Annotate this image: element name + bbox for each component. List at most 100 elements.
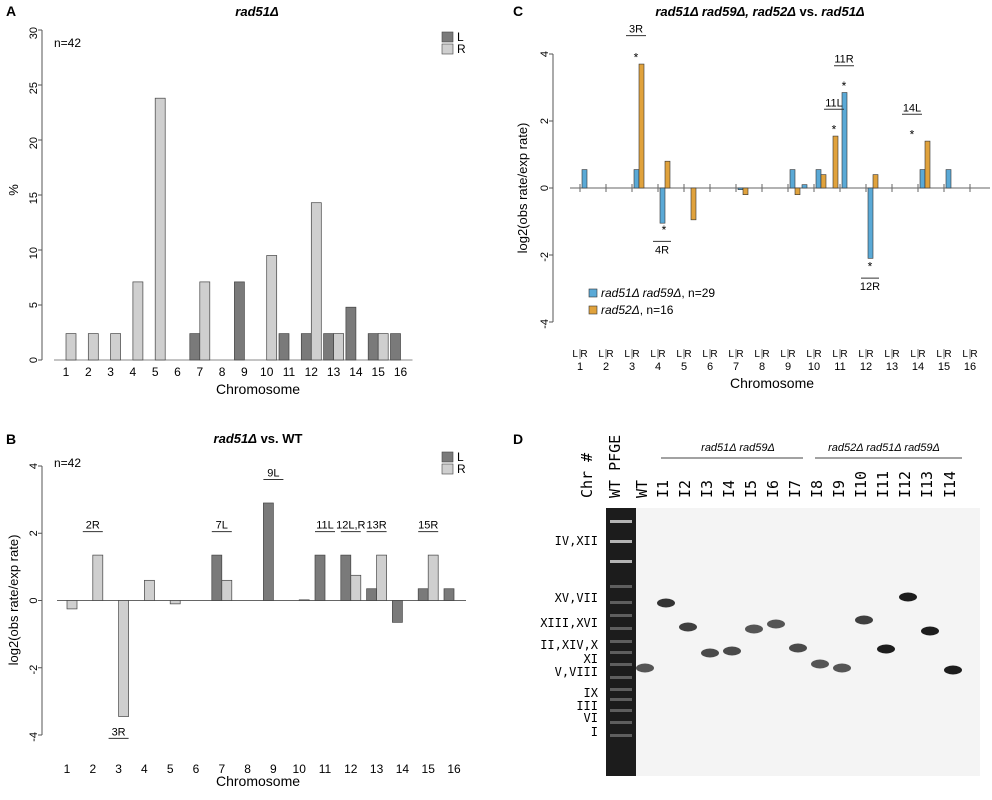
ladder-band xyxy=(610,709,632,712)
panel-a-letter: A xyxy=(6,3,16,19)
x-tick-label: 15 xyxy=(372,365,386,379)
gel-band-i5 xyxy=(745,624,763,634)
x-tick-label: 8 xyxy=(244,762,251,776)
annotation-label: 12L,R xyxy=(336,520,365,532)
panel-b-letter: B xyxy=(6,431,16,447)
panel-c-title: rad51Δ rad59Δ, rad52Δ vs. rad51Δ xyxy=(655,4,865,19)
x-tick-label: 9 xyxy=(270,762,277,776)
annotation-label: 13R xyxy=(367,520,387,532)
x-tick-label: 7 xyxy=(196,365,203,379)
panel-a-legend: L R xyxy=(441,30,466,56)
ladder-band xyxy=(610,601,632,604)
bar-r-chr10 xyxy=(298,599,310,601)
x-tick-label: 1 xyxy=(577,361,583,373)
legend-label-r: R xyxy=(457,42,466,56)
panel-b-xticks: 1 2 3 4 5 6 7 8 9 10 11 12 13 14 15 16 xyxy=(64,762,461,776)
bar-rad51-rad59--chr14-R xyxy=(919,169,926,189)
x-tick-label: 2 xyxy=(603,361,609,373)
ladder-band xyxy=(610,721,632,724)
bar-rad51-rad59--chr3-R xyxy=(633,169,640,189)
x-tick-label: 10 xyxy=(260,365,274,379)
ladder-band xyxy=(610,627,632,630)
bar-rad52--chr5-R xyxy=(690,187,697,221)
gel-bands xyxy=(636,592,962,675)
chromosome-label: I xyxy=(591,725,598,739)
bar-r-chr7 xyxy=(199,281,211,361)
x-tick-label: 6 xyxy=(174,365,181,379)
chromosome-label: III xyxy=(576,699,598,713)
gel-band-i4 xyxy=(723,646,741,656)
x-tick-label: 4 xyxy=(655,361,661,373)
bar-rad52--chr11-L xyxy=(832,135,839,189)
bar-rad52--chr4-R xyxy=(664,160,671,189)
annotation-label: 15R xyxy=(418,520,438,532)
y-tick-label: 4 xyxy=(28,463,40,469)
ladder-band xyxy=(610,688,632,691)
bar-r-chr2 xyxy=(92,554,104,601)
x-tick-label: 5 xyxy=(152,365,159,379)
bar-rad52--chr12-R xyxy=(872,174,879,189)
gel-band-i3 xyxy=(701,648,719,658)
x-tick-label: 3 xyxy=(107,365,114,379)
x-tick-label: 16 xyxy=(964,361,976,373)
bar-r-chr12 xyxy=(350,574,362,601)
lane-label: WT PFGE xyxy=(606,435,624,498)
lane-label: I5 xyxy=(742,480,760,498)
legend-label-rad51-rad59: rad51Δ rad59Δ, n=29 xyxy=(601,286,715,300)
group2-label: rad52Δ rad51Δ rad59Δ xyxy=(828,442,940,454)
significance-star: * xyxy=(832,122,837,136)
bar-rad51-rad59--chr10-R xyxy=(815,169,822,189)
chromosome-label: VI xyxy=(584,711,598,725)
gel-band-i13 xyxy=(921,626,939,636)
lane-label: I12 xyxy=(896,471,914,498)
bar-l-chr9 xyxy=(234,281,245,361)
x-tick-label: 13 xyxy=(886,361,898,373)
bar-l-chr11 xyxy=(314,554,326,601)
significance-star: * xyxy=(634,50,639,64)
lane-label: I6 xyxy=(764,480,782,498)
y-tick-label: 0 xyxy=(28,598,40,604)
bar-r-chr12 xyxy=(310,202,322,361)
lane-label: I1 xyxy=(654,480,672,498)
bar-r-chr5 xyxy=(154,97,166,361)
panel-b-title: rad51Δ vs. WT xyxy=(214,431,303,446)
annotation-label: 9L xyxy=(267,467,279,479)
panel-a-n-label: n=42 xyxy=(54,36,81,50)
bar-rad51-rad59--chr9-R xyxy=(789,169,796,189)
x-tick-label: 12 xyxy=(860,361,872,373)
x-tick-label: 16 xyxy=(394,365,408,379)
x-tick-label: 1 xyxy=(64,762,71,776)
panel-b-xlabel: Chromosome xyxy=(216,773,300,789)
panel-c-letter: C xyxy=(513,3,523,19)
bar-l-chr9 xyxy=(263,502,274,601)
bar-l-chr11 xyxy=(278,333,290,361)
lane-labels: WT PFGE WT I1 I2 I3 I4 I5 I6 I7 I8 I9 I10 I11 I12 I13 I… xyxy=(606,435,959,498)
x-tick-label: 13 xyxy=(327,365,341,379)
bar-rad51-rad59--chr7-R xyxy=(737,187,744,190)
ladder-band xyxy=(610,676,632,679)
bar-rad52--chr14-R xyxy=(924,140,931,189)
legend-swatch-r xyxy=(441,463,454,475)
chr-header: Chr # xyxy=(578,453,596,498)
annotation-label: 11L xyxy=(825,97,843,109)
panel-a: A rad51Δ n=42 % Chromosome 051015202530 … xyxy=(6,3,466,397)
bar-r-chr13 xyxy=(376,554,387,601)
bar-l-chr14 xyxy=(345,306,357,361)
bar-r-chr7 xyxy=(221,579,233,601)
panel-a-ylabel: % xyxy=(6,184,21,196)
bar-r-chr4 xyxy=(132,281,144,361)
bar-rad52--chr10-R xyxy=(820,174,827,189)
bar-rad52--chr9-R xyxy=(794,187,801,195)
x-tick-label: 11 xyxy=(319,762,332,776)
gel-band-i12 xyxy=(899,592,917,602)
panel-a-title: rad51Δ xyxy=(235,4,279,19)
lane-label: WT xyxy=(633,480,651,498)
y-tick-label: 20 xyxy=(28,137,40,149)
ladder-band xyxy=(610,614,632,617)
gel-band-i14 xyxy=(944,665,962,675)
bar-l-chr7 xyxy=(189,333,201,361)
bar-l-chr12 xyxy=(340,554,352,601)
legend-swatch-rad51-rad59 xyxy=(588,288,598,298)
lane-label: I4 xyxy=(720,480,738,498)
chromosome-label: IV,XII xyxy=(555,534,598,548)
